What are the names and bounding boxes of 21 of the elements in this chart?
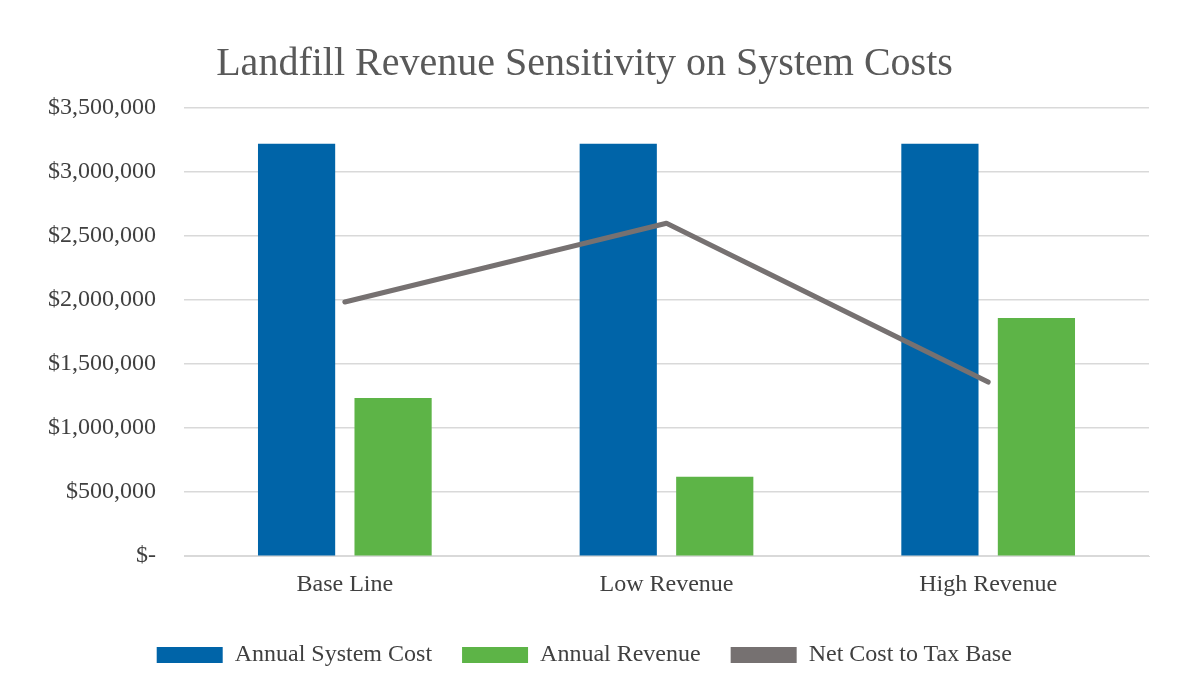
y-tick-label: $3,000,000 [48,157,156,184]
bar [997,318,1076,556]
bar [354,398,432,556]
bar [579,143,657,556]
x-tick-label: High Revenue [919,569,1058,596]
legend-label: Annual System Cost [234,640,433,667]
legend-label: Net Cost to Tax Base [808,640,1012,667]
y-tick-label: $2,500,000 [48,221,156,248]
y-tick-label: $2,000,000 [48,285,156,312]
legend-label: Annual Revenue [540,640,701,667]
x-tick-label: Base Line [296,569,394,596]
y-tick-label: $500,000 [66,477,156,504]
bar [676,476,754,556]
bar [257,143,336,556]
chart-title: Landfill Revenue Sensitivity on System Costs [216,38,953,84]
y-tick-label: $3,500,000 [48,93,156,120]
x-tick-label: Low Revenue [599,569,734,596]
y-tick-label: $- [136,541,156,568]
y-tick-label: $1,500,000 [48,349,156,376]
bar [901,143,979,556]
y-tick-label: $1,000,000 [48,413,156,440]
